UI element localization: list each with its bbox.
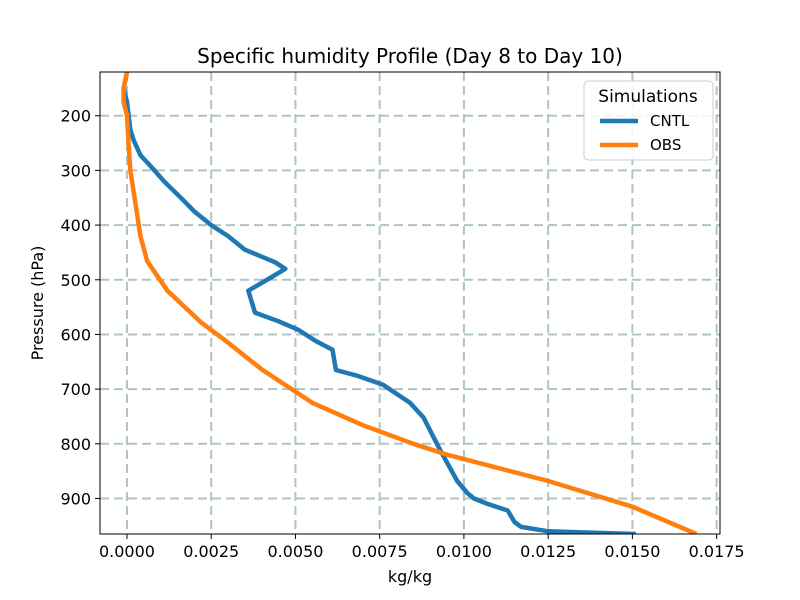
legend: Simulations CNTL OBS <box>583 80 714 161</box>
y-tick-label: 800 <box>60 435 91 454</box>
legend-title: Simulations <box>598 87 698 107</box>
y-tick-label: 500 <box>60 271 91 290</box>
series-line-obs <box>121 72 698 534</box>
y-axis: 200 300 400 500 600 700 800 900 <box>60 107 100 508</box>
chart-title: Specific humidity Profile (Day 8 to Day … <box>197 44 623 68</box>
x-axis: 0.0000 0.0025 0.0050 0.0075 0.0100 0.0125 0.01… <box>99 534 745 561</box>
x-tick-label: 0.0100 <box>436 542 492 561</box>
y-tick-label: 200 <box>60 107 91 126</box>
y-tick-label: 600 <box>60 325 91 344</box>
y-tick-label: 400 <box>60 216 91 235</box>
series-layer <box>121 72 698 534</box>
x-axis-label: kg/kg <box>388 567 432 586</box>
x-tick-label: 0.0075 <box>352 542 408 561</box>
legend-label-obs: OBS <box>650 136 681 154</box>
y-tick-label: 700 <box>60 380 91 399</box>
legend-label-cntl: CNTL <box>650 112 690 130</box>
y-axis-label: Pressure (hPa) <box>28 246 47 361</box>
legend-box <box>583 80 714 161</box>
plot-frame <box>99 71 721 535</box>
x-tick-label: 0.0175 <box>689 542 745 561</box>
x-tick-label: 0.0125 <box>520 542 576 561</box>
x-tick-label: 0.0150 <box>604 542 660 561</box>
x-tick-label: 0.0050 <box>267 542 323 561</box>
x-tick-label: 0.0000 <box>99 542 155 561</box>
series-line-cntl <box>121 72 636 534</box>
y-tick-label: 300 <box>60 161 91 180</box>
x-tick-label: 0.0025 <box>183 542 239 561</box>
grid-lines <box>100 72 720 534</box>
y-tick-label: 900 <box>60 489 91 508</box>
